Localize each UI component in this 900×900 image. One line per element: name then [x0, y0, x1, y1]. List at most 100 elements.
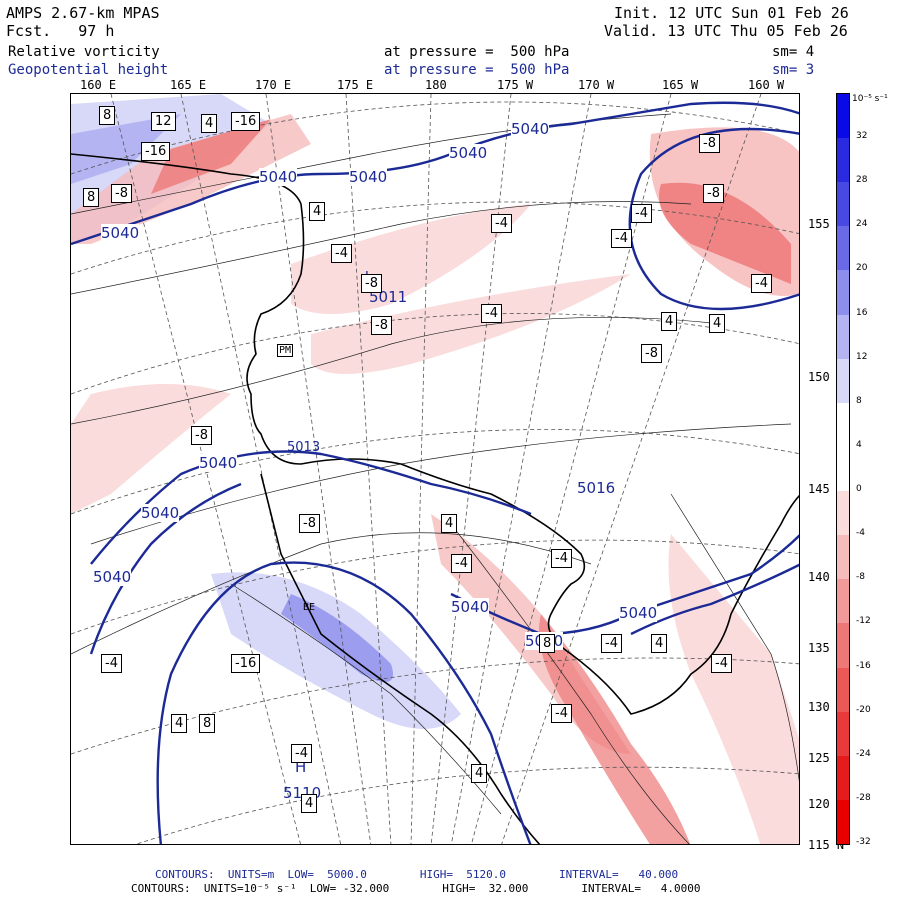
vorticity-contour-label: 4	[309, 202, 326, 221]
vorticity-contour-label: 8	[539, 634, 556, 653]
lat-label: 145 N	[808, 482, 845, 496]
colorbar-tick-label: 16	[856, 307, 868, 318]
colorbar-tick-label: -24	[856, 748, 871, 759]
colorbar-tick-label: 24	[856, 219, 868, 230]
colorbar-segment	[837, 535, 849, 580]
vorticity-contour-label: -4	[551, 704, 572, 723]
colorbar-segment	[837, 579, 849, 624]
height-label: 5040	[451, 598, 490, 616]
vorticity-contour-label: 8	[99, 106, 116, 125]
colorbar-segment	[837, 799, 849, 845]
colorbar-segment	[837, 491, 849, 536]
colorbar-segment	[837, 270, 849, 316]
lon-label: 160 W	[748, 78, 785, 92]
lat-label: 135 N	[808, 641, 845, 655]
footer-height-contours: CONTOURS: UNITS=m LOW= 5000.0 HIGH= 5120…	[155, 868, 679, 881]
colorbar-tick-label: -4	[856, 528, 865, 539]
colorbar-tick-label: 32	[856, 131, 868, 142]
height-label: 5040	[511, 120, 550, 138]
init-time: Init. 12 UTC Sun 01 Feb 26	[614, 4, 849, 22]
lon-label: 170 E	[255, 78, 292, 92]
lat-label: 120 N	[808, 797, 845, 811]
colorbar-tick-label: 8	[856, 395, 862, 406]
vorticity-contour-label: -4	[551, 549, 572, 568]
forecast-hour: Fcst. 97 h	[6, 22, 115, 40]
vorticity-contour-label: -8	[299, 514, 320, 533]
colorbar-segment	[837, 623, 849, 669]
vorticity-contour-label: 4	[171, 714, 188, 733]
vorticity-contour-label: 8	[199, 714, 216, 733]
field1-level: at pressure = 500 hPa	[384, 44, 570, 60]
height-label: 5016	[577, 479, 616, 497]
vorticity-contour-label: -8	[641, 344, 662, 363]
colorbar-segment	[837, 94, 849, 139]
height-label: 5040	[349, 168, 388, 186]
field1-smoothing: sm= 4	[772, 44, 815, 60]
lat-label: 155 N	[808, 217, 845, 231]
vorticity-contour-label: 4	[201, 114, 218, 133]
colorbar-segment	[837, 667, 849, 713]
vorticity-contour-label: -4	[481, 304, 502, 323]
height-label: 5013	[287, 440, 321, 455]
vorticity-contour-label: -16	[141, 142, 171, 161]
colorbar-tick-label: -20	[856, 704, 871, 715]
colorbar-tick-label: -28	[856, 792, 871, 803]
vorticity-contour-label: -4	[291, 744, 312, 763]
colorbar	[836, 93, 850, 845]
high-pressure-marker: H	[295, 758, 307, 776]
colorbar-segment	[837, 711, 849, 757]
colorbar-tick-label: 4	[856, 439, 862, 450]
colorbar-tick-label: -12	[856, 616, 871, 627]
colorbar-segment	[837, 755, 849, 801]
lat-label: 125 N	[808, 751, 845, 765]
height-label: 5040	[101, 224, 140, 242]
vorticity-contour-label: -8	[371, 316, 392, 335]
vorticity-contour-label: -4	[601, 634, 622, 653]
colorbar-tick-label: -32	[856, 837, 871, 847]
vorticity-contour-label: -4	[331, 244, 352, 263]
vorticity-contour-label: 4	[301, 794, 318, 813]
height-label: 5040	[199, 454, 238, 472]
colorbar-tick-label: 0	[856, 484, 862, 495]
colorbar-unit: 10⁻⁵ s⁻¹	[852, 94, 888, 104]
vorticity-contour-label: -8	[111, 184, 132, 203]
field2-level: at pressure = 500 hPa	[384, 62, 570, 78]
colorbar-tick-label: -8	[856, 572, 865, 583]
vorticity-contour-label: -4	[631, 204, 652, 223]
vorticity-contour-label: 4	[709, 314, 726, 333]
vorticity-contour-label: 4	[661, 312, 678, 331]
colorbar-segment	[837, 314, 849, 360]
vorticity-contour-label: -4	[491, 214, 512, 233]
colorbar-segment	[837, 446, 849, 492]
valid-time: Valid. 13 UTC Thu 05 Feb 26	[604, 22, 848, 40]
lon-label: 160 E	[80, 78, 117, 92]
colorbar-segment	[837, 226, 849, 271]
vorticity-contour-label: 12	[151, 112, 176, 131]
lon-label: 175 W	[497, 78, 534, 92]
vorticity-contour-label: -4	[751, 274, 772, 293]
colorbar-tick-label: -16	[856, 660, 871, 671]
footer-vorticity-contours: CONTOURS: UNITS=10⁻⁵ s⁻¹ LOW= -32.000 HI…	[131, 882, 701, 895]
vorticity-contour-label: -8	[699, 134, 720, 153]
colorbar-tick-label: 28	[856, 175, 868, 186]
field1-name: Relative vorticity	[8, 44, 160, 60]
lat-label: 150 N	[808, 370, 845, 384]
vorticity-contour-label: -4	[711, 654, 732, 673]
vorticity-contour-label: 8	[83, 188, 100, 207]
height-label: 5040	[259, 168, 298, 186]
lon-label: 180	[425, 78, 447, 92]
colorbar-segment	[837, 402, 849, 448]
vorticity-contour-label: -16	[231, 112, 261, 131]
colorbar-tick-label: 20	[856, 263, 868, 274]
coastline	[71, 153, 799, 844]
field2-name: Geopotential height	[8, 62, 169, 78]
lat-label: 115 N	[808, 838, 845, 852]
map-plot-area[interactable]: 5040 5040 5040 5040 5040 5040 5040 5040 …	[70, 93, 800, 845]
station-label-be: BE	[303, 602, 316, 613]
colorbar-tick-label: 12	[856, 351, 868, 362]
vorticity-contour-label: 4	[441, 514, 458, 533]
colorbar-segment	[837, 138, 849, 183]
height-label: 5040	[449, 144, 488, 162]
height-label: 5040	[619, 604, 658, 622]
model-title: AMPS 2.67-km MPAS	[6, 4, 160, 22]
